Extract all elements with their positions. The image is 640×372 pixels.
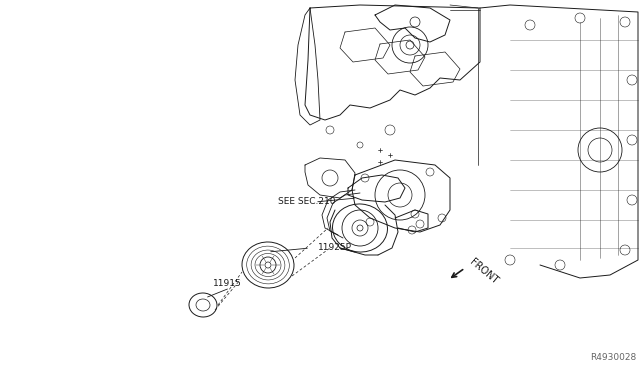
Text: FRONT: FRONT: [468, 257, 500, 286]
Text: R4930028: R4930028: [590, 353, 636, 362]
Text: 11915: 11915: [213, 279, 242, 288]
Text: 11925P: 11925P: [318, 244, 352, 253]
Text: SEE SEC.210: SEE SEC.210: [278, 198, 335, 206]
